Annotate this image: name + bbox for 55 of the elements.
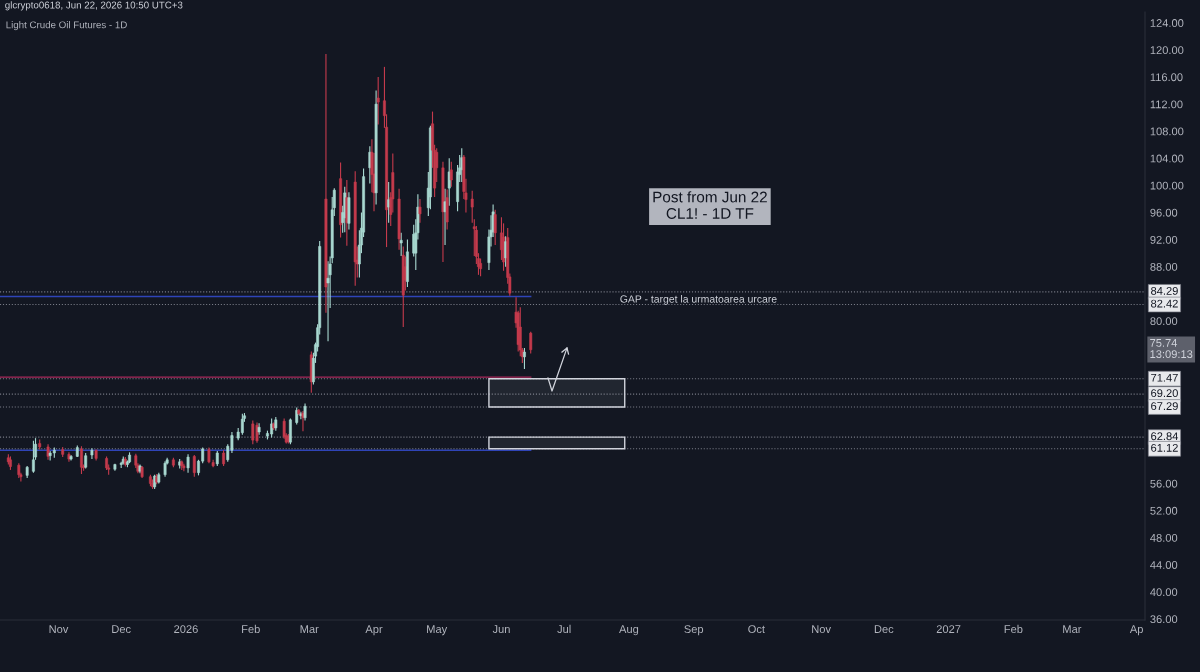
candlestick [186, 453, 190, 474]
y-tick-label: 112.00 [1150, 100, 1183, 109]
y-tick-label: 44.00 [1150, 561, 1178, 569]
candlestick [282, 417, 286, 440]
y-tick-label: 52.00 [1150, 506, 1178, 515]
y-tick-label: 36.00 [1150, 615, 1178, 624]
text: 75.74 13:09:13 [1150, 339, 1193, 358]
ref-line-label: 61.12 [1151, 443, 1178, 452]
y-tick-label: 40.00 [1150, 588, 1178, 597]
x-tick-label: Jun [492, 625, 510, 634]
candlestick [192, 454, 196, 478]
y-tick-label: 120.00 [1150, 46, 1184, 55]
x-tick-label: Nov [812, 625, 831, 634]
x-tick-label: Mar [300, 625, 319, 634]
ref-line-label: 69.20 [1151, 389, 1178, 398]
x-tick-label: Feb [1004, 624, 1023, 634]
candlestick [32, 440, 35, 474]
ref-line-label: 67.29 [1151, 402, 1178, 410]
y-tick-label: 80.00 [1150, 317, 1178, 326]
x-tick-label: 2027 [936, 625, 961, 634]
ref-line-label: 84.29 [1151, 286, 1178, 295]
x-tick-label: Ap [1129, 625, 1143, 636]
x-tick-label: Mar [1063, 625, 1082, 634]
y-tick-label: 48.00 [1150, 533, 1178, 542]
x-tick-label: Oct [748, 625, 765, 634]
x-tick-label: 2026 [174, 625, 198, 634]
candlestick [151, 478, 154, 490]
y-tick-label: 124.00 [1150, 19, 1184, 27]
y-tick-label: 100.00 [1150, 181, 1184, 190]
ref-line-label: 82.42 [1151, 299, 1178, 308]
text: Light Crude Oil Futures - 1D [6, 21, 127, 31]
x-tick-label: Jul [557, 624, 571, 634]
x-tick-label: Sep [684, 625, 704, 636]
x-tick-label: Dec [874, 625, 894, 634]
candlestick [251, 419, 255, 445]
y-tick-label: 88.00 [1150, 262, 1178, 271]
y-tick-label: 96.00 [1150, 208, 1178, 217]
y-tick-label: 108.00 [1150, 127, 1184, 136]
annotation: GAP - target la urmatoarea urcare [620, 295, 777, 305]
x-tick-label: Nov [49, 625, 69, 634]
candlestick [418, 198, 422, 224]
x-tick-label: Feb [242, 624, 260, 634]
x-tick-label: Apr [365, 625, 383, 636]
x-tick-label: May [427, 625, 448, 636]
y-tick-label: 56.00 [1150, 479, 1178, 488]
x-tick-label: Aug [619, 625, 639, 636]
y-tick-label: 116.00 [1150, 73, 1183, 82]
ref-line-label: 71.47 [1151, 373, 1178, 382]
text: glcrypto0618, Jun 22, 2026 10:50 UTC+3 [5, 1, 183, 11]
annotation: Post from Jun 22 CL1! - 1D TF [653, 191, 767, 219]
y-tick-label: 104.00 [1150, 154, 1184, 163]
candlestick [326, 260, 330, 342]
ref-line-label: 62.84 [1151, 432, 1179, 441]
y-tick-label: 92.00 [1150, 235, 1178, 244]
x-tick-label: Dec [112, 625, 131, 634]
